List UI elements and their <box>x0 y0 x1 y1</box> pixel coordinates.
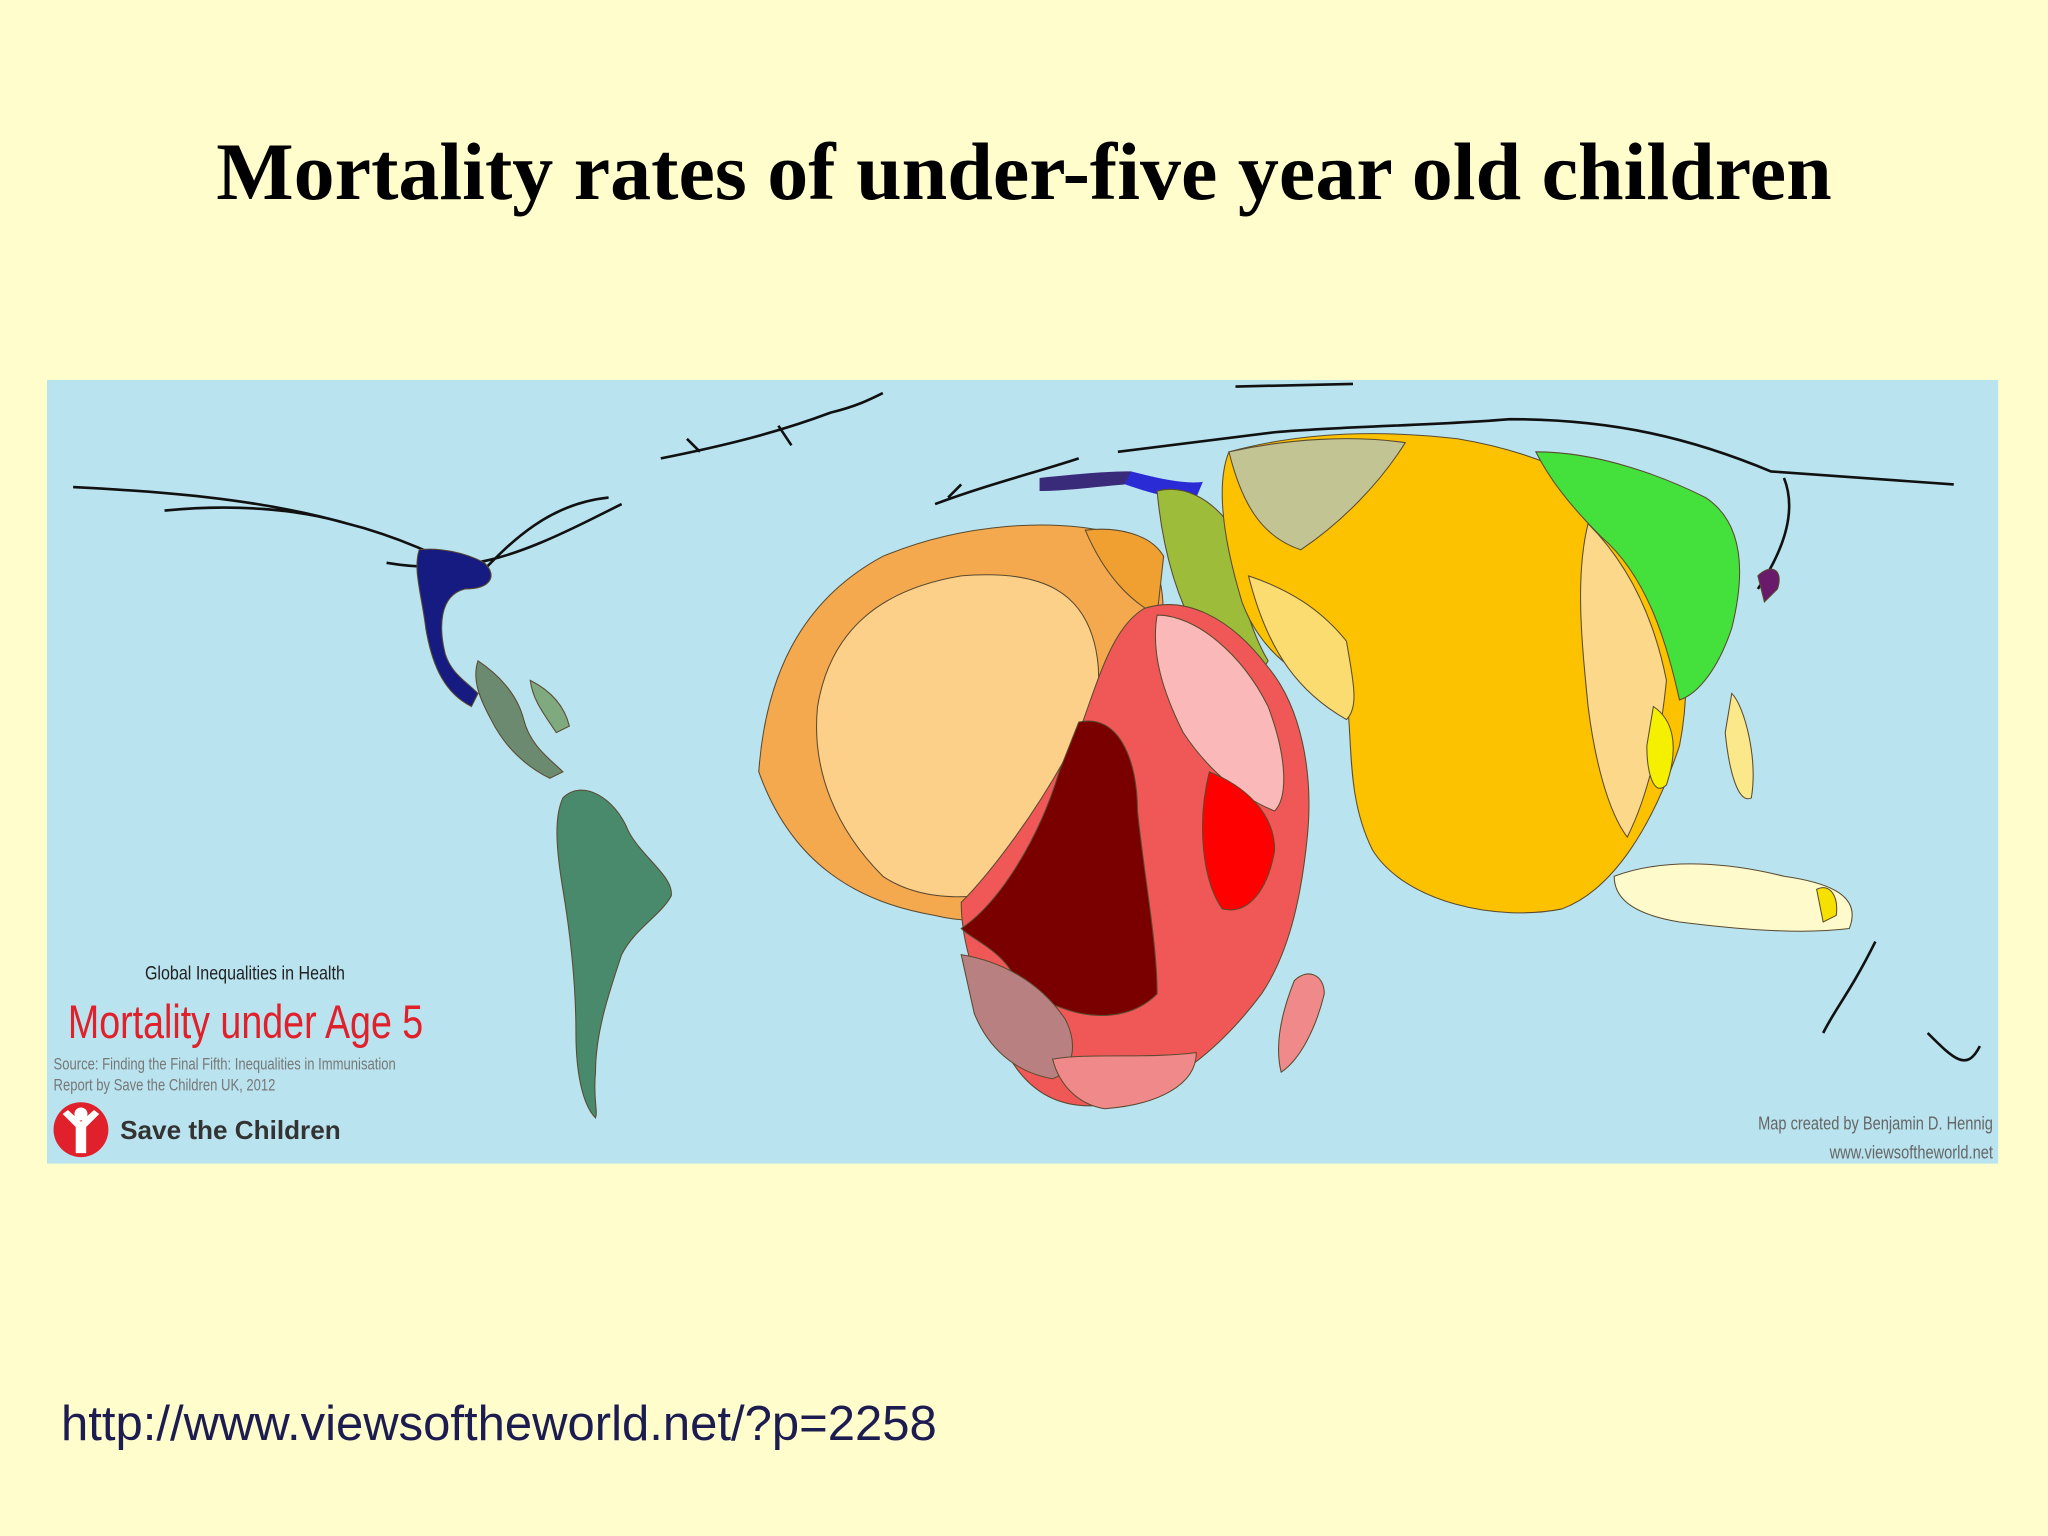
south-america <box>556 789 672 1119</box>
central-asia <box>1228 438 1407 551</box>
map-credit-line: Map created by Benjamin D. Hennig <box>1758 1113 1993 1134</box>
china <box>1534 451 1741 701</box>
slide-title: Mortality rates of under-five year old c… <box>216 126 1831 217</box>
logo-icon <box>53 1102 109 1158</box>
map-heading: Mortality under Age 5 <box>68 996 423 1049</box>
madagascar <box>1278 973 1325 1074</box>
map: Global Inequalities in Health Mortality … <box>47 380 1999 1164</box>
south-east-asia <box>1580 522 1667 839</box>
japan <box>1757 568 1780 604</box>
africa-southwest <box>960 953 1073 1080</box>
caribbean <box>529 679 571 734</box>
map-source-line: Source: Finding the Final Fifth: Inequal… <box>54 1056 396 1074</box>
map-source-line: Report by Save the Children UK, 2012 <box>54 1077 276 1095</box>
papua <box>1816 887 1838 923</box>
africa-central <box>960 720 1158 1016</box>
indochina <box>1646 705 1674 789</box>
central-america <box>475 659 564 779</box>
logo-text: Save the Children <box>120 1115 341 1145</box>
africa-south <box>1051 1051 1197 1110</box>
indonesia <box>1613 863 1853 932</box>
map-kicker: Global Inequalities in Health <box>145 962 345 984</box>
north-america <box>416 548 492 708</box>
source-url: http://www.viewsoftheworld.net/?p=2258 <box>61 1397 937 1451</box>
philippines <box>1724 692 1754 800</box>
iran-afghanistan <box>1247 575 1355 721</box>
map-credit-line: www.viewsoftheworld.net <box>1829 1142 1994 1163</box>
scandinavia <box>1039 471 1131 492</box>
africa-north-east <box>1154 614 1285 812</box>
africa-east <box>1202 771 1276 911</box>
south-asia <box>1221 433 1687 914</box>
middle-east <box>1156 488 1269 678</box>
